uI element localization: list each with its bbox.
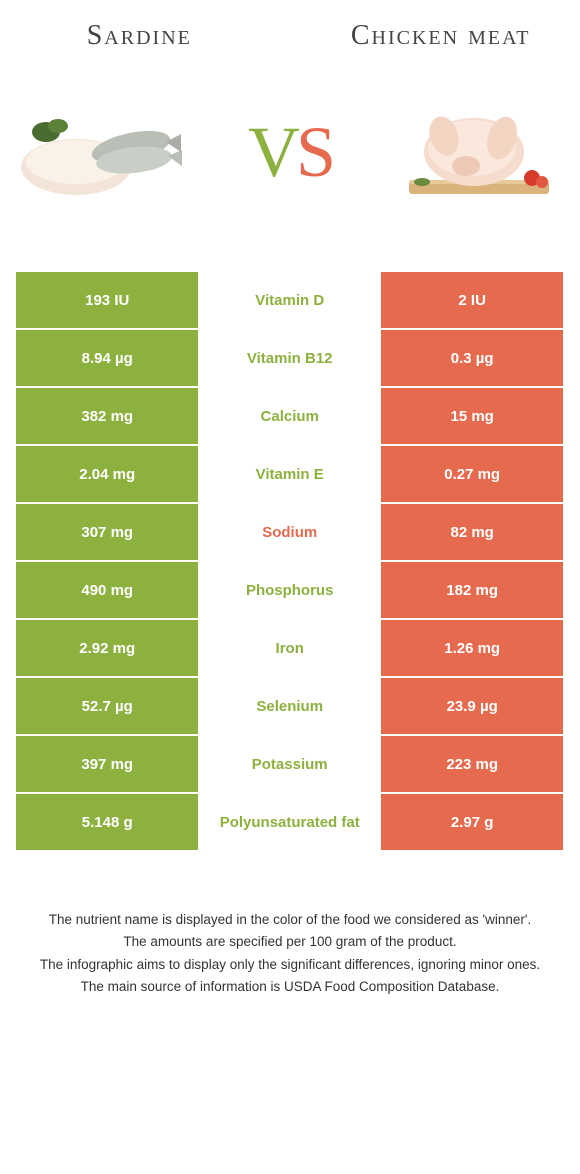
left-value: 307 mg <box>16 504 198 560</box>
right-value: 182 mg <box>381 562 563 618</box>
right-value: 15 mg <box>381 388 563 444</box>
nutrient-label: Selenium <box>198 678 380 734</box>
right-value: 1.26 mg <box>381 620 563 676</box>
left-value: 52.7 µg <box>16 678 198 734</box>
table-row: 5.148 gPolyunsaturated fat2.97 g <box>16 794 564 850</box>
table-row: 2.92 mgIron1.26 mg <box>16 620 564 676</box>
nutrient-label: Phosphorus <box>198 562 380 618</box>
footer-notes: The nutrient name is displayed in the co… <box>16 910 564 997</box>
nutrient-label: Calcium <box>198 388 380 444</box>
nutrient-label: Vitamin B12 <box>198 330 380 386</box>
footer-line: The infographic aims to display only the… <box>26 955 554 975</box>
footer-line: The nutrient name is displayed in the co… <box>26 910 554 930</box>
left-value: 193 IU <box>16 272 198 328</box>
nutrient-label: Sodium <box>198 504 380 560</box>
left-value: 2.92 mg <box>16 620 198 676</box>
right-value: 2.97 g <box>381 794 563 850</box>
right-value: 0.27 mg <box>381 446 563 502</box>
nutrient-label: Iron <box>198 620 380 676</box>
nutrient-label: Vitamin D <box>198 272 380 328</box>
left-value: 2.04 mg <box>16 446 198 502</box>
nutrient-table: 193 IUVitamin D2 IU8.94 µgVitamin B120.3… <box>16 272 564 850</box>
table-row: 2.04 mgVitamin E0.27 mg <box>16 446 564 502</box>
left-value: 397 mg <box>16 736 198 792</box>
right-value: 0.3 µg <box>381 330 563 386</box>
table-row: 193 IUVitamin D2 IU <box>16 272 564 328</box>
chicken-icon <box>394 92 564 212</box>
left-value: 8.94 µg <box>16 330 198 386</box>
chicken-image <box>394 92 564 212</box>
left-value: 382 mg <box>16 388 198 444</box>
vs-s: S <box>296 112 332 192</box>
left-value: 5.148 g <box>16 794 198 850</box>
right-value: 82 mg <box>381 504 563 560</box>
footer-line: The amounts are specified per 100 gram o… <box>26 932 554 952</box>
table-row: 307 mgSodium82 mg <box>16 504 564 560</box>
right-value: 23.9 µg <box>381 678 563 734</box>
right-food-title: Chicken meat <box>317 20 564 52</box>
table-row: 382 mgCalcium15 mg <box>16 388 564 444</box>
images-row: VS <box>16 92 564 212</box>
nutrient-label: Polyunsaturated fat <box>198 794 380 850</box>
table-row: 8.94 µgVitamin B120.3 µg <box>16 330 564 386</box>
sardine-image <box>16 92 186 212</box>
table-row: 397 mgPotassium223 mg <box>16 736 564 792</box>
sardine-icon <box>16 92 186 212</box>
left-food-title: Sardine <box>16 20 263 52</box>
header-row: Sardine Chicken meat <box>16 20 564 52</box>
nutrient-label: Vitamin E <box>198 446 380 502</box>
right-value: 223 mg <box>381 736 563 792</box>
table-row: 52.7 µgSelenium23.9 µg <box>16 678 564 734</box>
footer-line: The main source of information is USDA F… <box>26 977 554 997</box>
vs-v: V <box>248 112 296 192</box>
left-value: 490 mg <box>16 562 198 618</box>
nutrient-label: Potassium <box>198 736 380 792</box>
table-row: 490 mgPhosphorus182 mg <box>16 562 564 618</box>
right-value: 2 IU <box>381 272 563 328</box>
vs-label: VS <box>248 111 332 194</box>
